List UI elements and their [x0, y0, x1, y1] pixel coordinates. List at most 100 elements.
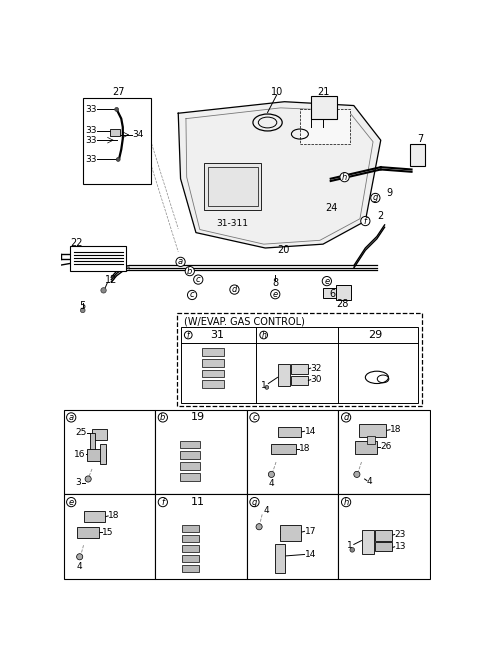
Text: f: f — [364, 217, 367, 225]
Text: 8: 8 — [272, 278, 278, 288]
Text: 18: 18 — [108, 512, 120, 521]
Text: 1: 1 — [261, 381, 266, 390]
Bar — [180, 441, 200, 448]
Bar — [300, 109, 350, 144]
Text: g: g — [252, 498, 257, 506]
Text: 16: 16 — [73, 450, 85, 459]
Circle shape — [265, 385, 269, 389]
Circle shape — [340, 172, 349, 182]
Bar — [155, 409, 247, 495]
Text: 25: 25 — [75, 428, 86, 438]
Bar — [84, 512, 105, 522]
Text: h: h — [342, 173, 347, 181]
Bar — [180, 328, 418, 403]
Text: e: e — [273, 290, 278, 299]
Bar — [247, 409, 338, 495]
Text: 5: 5 — [80, 301, 86, 310]
Text: 4: 4 — [77, 562, 83, 571]
Bar — [180, 462, 200, 470]
Text: 1: 1 — [347, 542, 353, 550]
Bar — [277, 426, 300, 438]
Circle shape — [193, 275, 203, 284]
Text: 33: 33 — [85, 126, 96, 136]
Text: a: a — [178, 257, 183, 267]
Bar — [375, 530, 392, 540]
Bar — [182, 535, 199, 542]
Circle shape — [77, 553, 83, 560]
Text: 14: 14 — [304, 550, 316, 559]
Text: 26: 26 — [380, 442, 391, 451]
Text: 10: 10 — [271, 86, 283, 97]
Bar — [367, 436, 374, 443]
Text: a: a — [69, 413, 74, 422]
Circle shape — [101, 288, 106, 293]
Text: b: b — [187, 267, 192, 276]
Text: c: c — [190, 290, 194, 299]
Circle shape — [350, 548, 355, 552]
Text: 23: 23 — [395, 530, 406, 539]
Bar — [204, 163, 262, 210]
Bar — [180, 473, 200, 481]
Circle shape — [184, 331, 192, 339]
Text: 11: 11 — [191, 497, 204, 507]
Text: 14: 14 — [304, 427, 316, 436]
Bar — [323, 288, 337, 298]
Bar — [77, 527, 99, 538]
Text: g: g — [372, 193, 378, 202]
Text: (W/EVAP. GAS CONTROL): (W/EVAP. GAS CONTROL) — [184, 316, 305, 326]
Text: h: h — [261, 331, 266, 339]
Text: b: b — [160, 413, 166, 422]
Text: 33: 33 — [85, 136, 96, 145]
Bar — [63, 409, 155, 495]
Bar — [182, 565, 199, 572]
Bar — [291, 376, 308, 385]
Circle shape — [81, 308, 85, 312]
Text: 9: 9 — [386, 187, 392, 198]
Bar — [275, 544, 285, 573]
Circle shape — [116, 157, 120, 161]
Circle shape — [67, 413, 76, 422]
Text: d: d — [343, 413, 349, 422]
Bar — [202, 381, 224, 388]
Circle shape — [250, 413, 259, 422]
Circle shape — [260, 331, 267, 339]
Circle shape — [67, 498, 76, 507]
Text: c: c — [252, 413, 257, 422]
Circle shape — [341, 498, 351, 507]
Bar — [361, 530, 374, 555]
Bar — [271, 443, 296, 455]
Circle shape — [250, 498, 259, 507]
Bar — [277, 364, 290, 386]
Text: 7: 7 — [417, 134, 423, 143]
Bar — [202, 348, 224, 356]
Text: 4: 4 — [269, 479, 274, 488]
Bar — [359, 424, 386, 438]
Circle shape — [341, 413, 351, 422]
Text: f: f — [161, 498, 164, 506]
Bar — [207, 167, 258, 206]
Text: 31-311: 31-311 — [216, 219, 248, 228]
Circle shape — [158, 498, 168, 507]
Text: d: d — [232, 285, 237, 294]
Text: 29: 29 — [368, 330, 383, 340]
Text: 13: 13 — [395, 542, 406, 552]
Bar — [338, 495, 430, 579]
Text: f: f — [187, 331, 190, 339]
Circle shape — [230, 285, 239, 294]
Text: 28: 28 — [336, 299, 348, 309]
Circle shape — [371, 193, 380, 202]
Bar — [83, 98, 151, 184]
Text: 34: 34 — [132, 130, 144, 140]
Circle shape — [85, 476, 91, 482]
Text: 32: 32 — [311, 364, 322, 373]
Text: 6: 6 — [329, 290, 336, 299]
Bar — [338, 409, 430, 495]
Circle shape — [361, 216, 370, 226]
Circle shape — [354, 472, 360, 477]
Circle shape — [158, 413, 168, 422]
Circle shape — [322, 276, 332, 286]
Bar — [90, 433, 95, 450]
Bar — [312, 96, 337, 119]
Text: 4: 4 — [367, 477, 372, 486]
Text: 3: 3 — [75, 478, 81, 487]
